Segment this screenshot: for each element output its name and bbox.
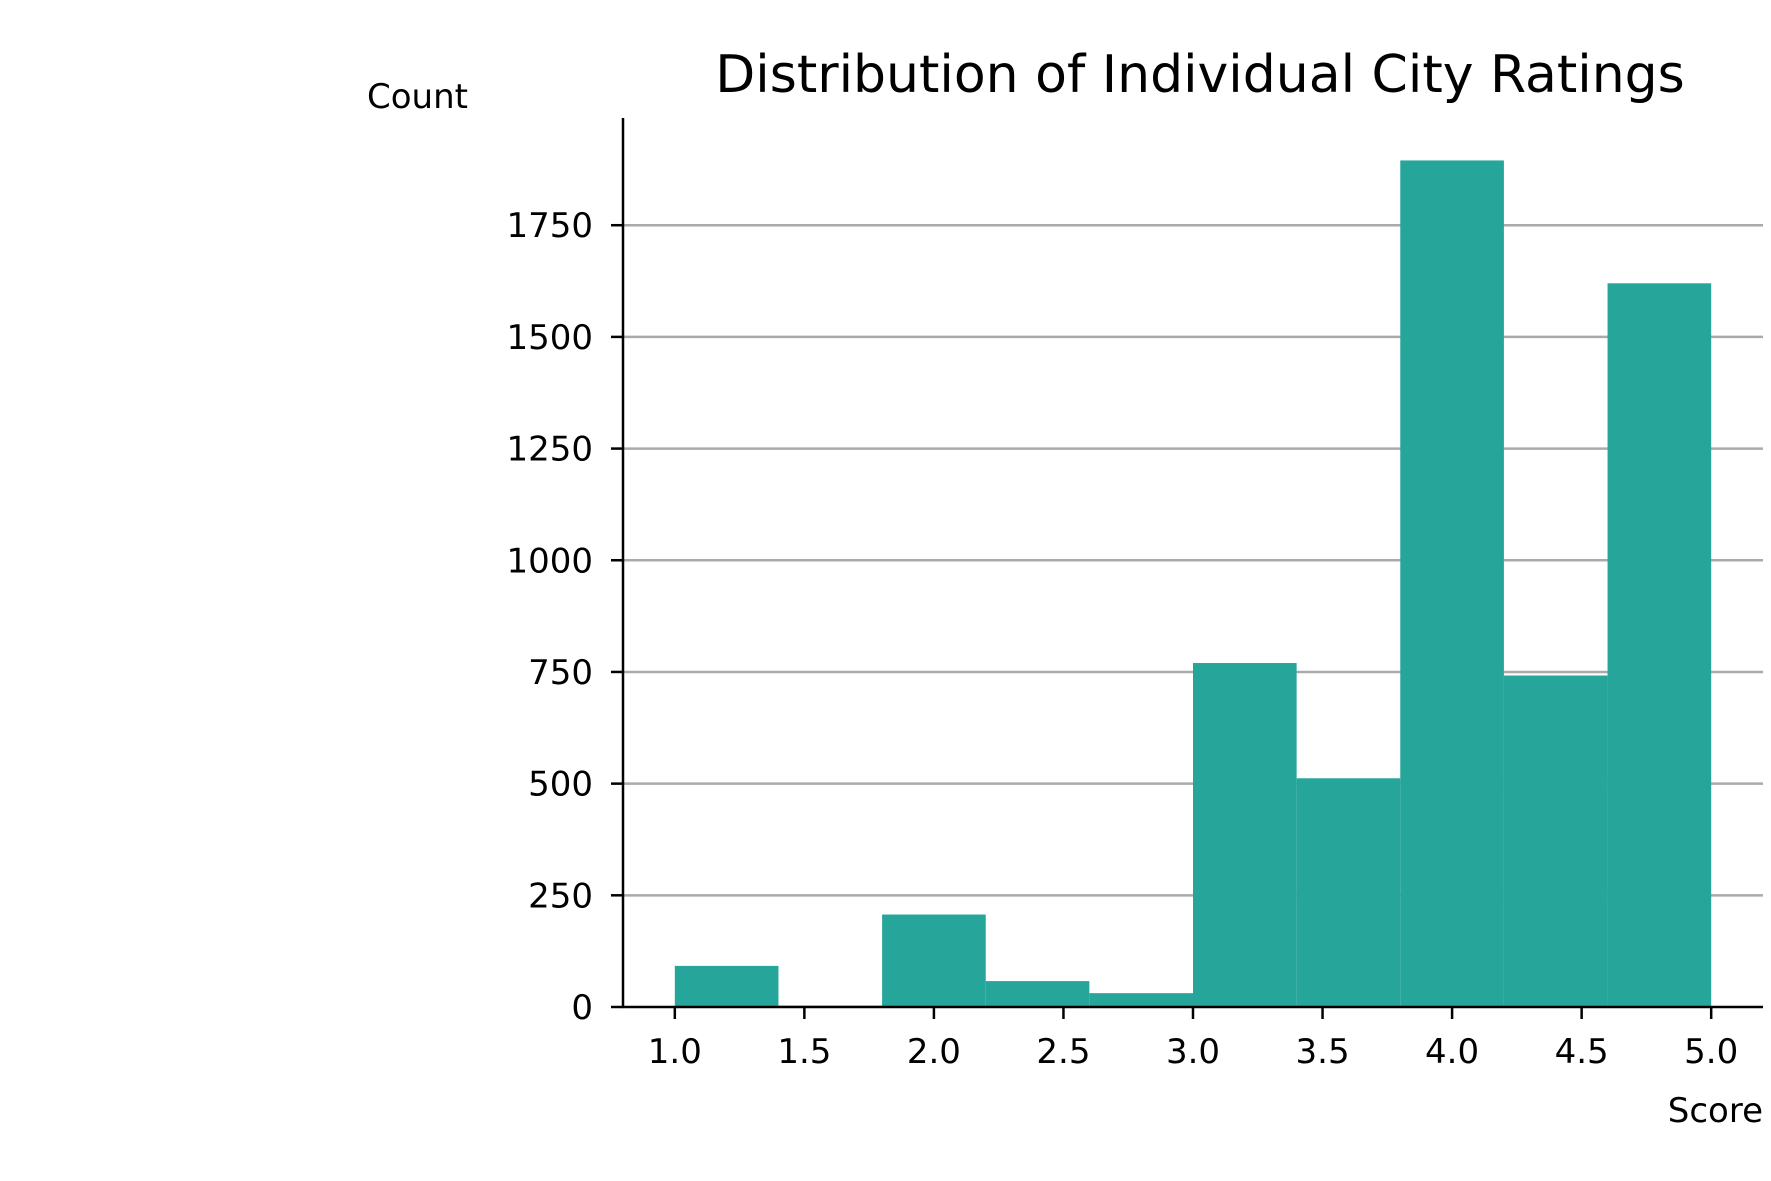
y-tick-label: 1250 (506, 430, 593, 470)
y-axis-title: Count (367, 77, 468, 117)
x-tick-label: 5.0 (1684, 1032, 1738, 1072)
x-tick-label: 3.5 (1296, 1032, 1350, 1072)
y-tick-label: 1000 (506, 541, 593, 581)
y-tick-label: 1500 (506, 318, 593, 358)
bar-6 (1193, 663, 1297, 1007)
y-axis-ticks: 0 250 500 750 1000 1250 1500 1750 (506, 206, 623, 1028)
x-tick-label: 2.5 (1036, 1032, 1090, 1072)
bar-7 (1296, 778, 1401, 1007)
x-tick-label: 1.5 (777, 1032, 831, 1072)
bar-10 (1607, 283, 1712, 1007)
bars (674, 160, 1712, 1007)
bar-3 (882, 914, 986, 1007)
x-tick-label: 4.0 (1425, 1032, 1479, 1072)
x-tick-label: 4.5 (1555, 1032, 1609, 1072)
x-tick-label: 1.0 (648, 1032, 702, 1072)
y-tick-label: 1750 (506, 206, 593, 246)
bar-1 (674, 965, 779, 1007)
chart-title: Distribution of Individual City Ratings (715, 45, 1685, 105)
y-tick-label: 750 (528, 653, 593, 693)
x-axis-title: Score (1668, 1091, 1763, 1131)
bar-8 (1400, 160, 1504, 1007)
y-tick-label: 500 (528, 765, 593, 805)
bar-9 (1503, 675, 1608, 1007)
x-tick-label: 2.0 (907, 1032, 961, 1072)
x-axis-ticks: 1.0 1.5 2.0 2.5 3.0 3.5 4.0 4.5 5.0 (648, 1007, 1738, 1072)
x-tick-label: 3.0 (1166, 1032, 1220, 1072)
y-tick-label: 0 (571, 988, 593, 1028)
bar-5 (1089, 993, 1193, 1007)
y-tick-label: 250 (528, 876, 593, 916)
bar-4 (985, 981, 1090, 1007)
